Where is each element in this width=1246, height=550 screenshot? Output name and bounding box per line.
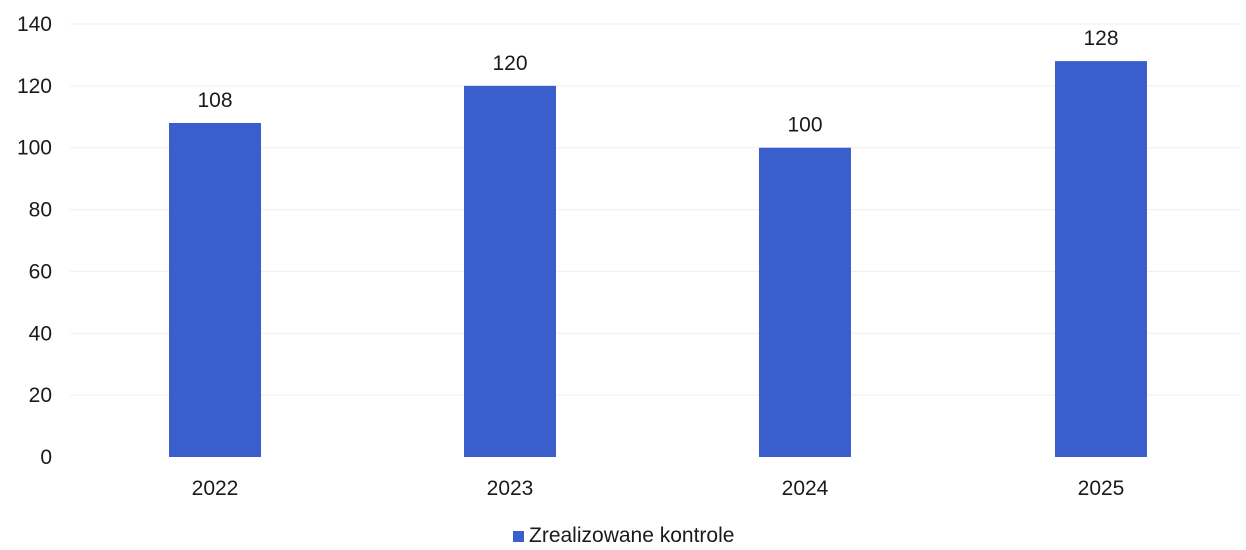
y-axis-tick-labels: 0 20 40 60 80 100 120 140	[17, 13, 52, 469]
bar-2024	[759, 147, 851, 457]
x-tick-label-2023: 2023	[487, 477, 534, 500]
bar-2023	[464, 85, 556, 457]
bar-2022	[169, 122, 261, 457]
y-tick-label-60: 60	[29, 260, 52, 283]
x-tick-label-2024: 2024	[782, 477, 829, 500]
data-label-2023: 120	[492, 52, 527, 75]
y-tick-label-80: 80	[29, 199, 52, 222]
y-tick-label-100: 100	[17, 137, 52, 160]
y-tick-label-20: 20	[29, 384, 52, 407]
x-axis-tick-labels: 2022 2023 2024 2025	[192, 477, 1125, 500]
legend-label: Zrealizowane kontrole	[529, 524, 734, 545]
data-label-2025: 128	[1083, 27, 1118, 50]
bar-2025	[1055, 61, 1147, 457]
legend: Zrealizowane kontrole	[513, 524, 734, 547]
legend-swatch	[513, 531, 524, 542]
bars	[169, 61, 1147, 457]
x-tick-label-2022: 2022	[192, 477, 239, 500]
y-tick-label-140: 140	[17, 13, 52, 36]
data-label-2022: 108	[197, 89, 232, 112]
y-tick-label-0: 0	[40, 446, 52, 469]
y-tick-label-40: 40	[29, 322, 52, 345]
data-label-2024: 100	[787, 114, 822, 137]
y-tick-label-120: 120	[17, 75, 52, 98]
data-labels: 108 120 100 128	[197, 27, 1118, 137]
x-tick-label-2025: 2025	[1078, 477, 1125, 500]
gridlines	[70, 23, 1240, 396]
